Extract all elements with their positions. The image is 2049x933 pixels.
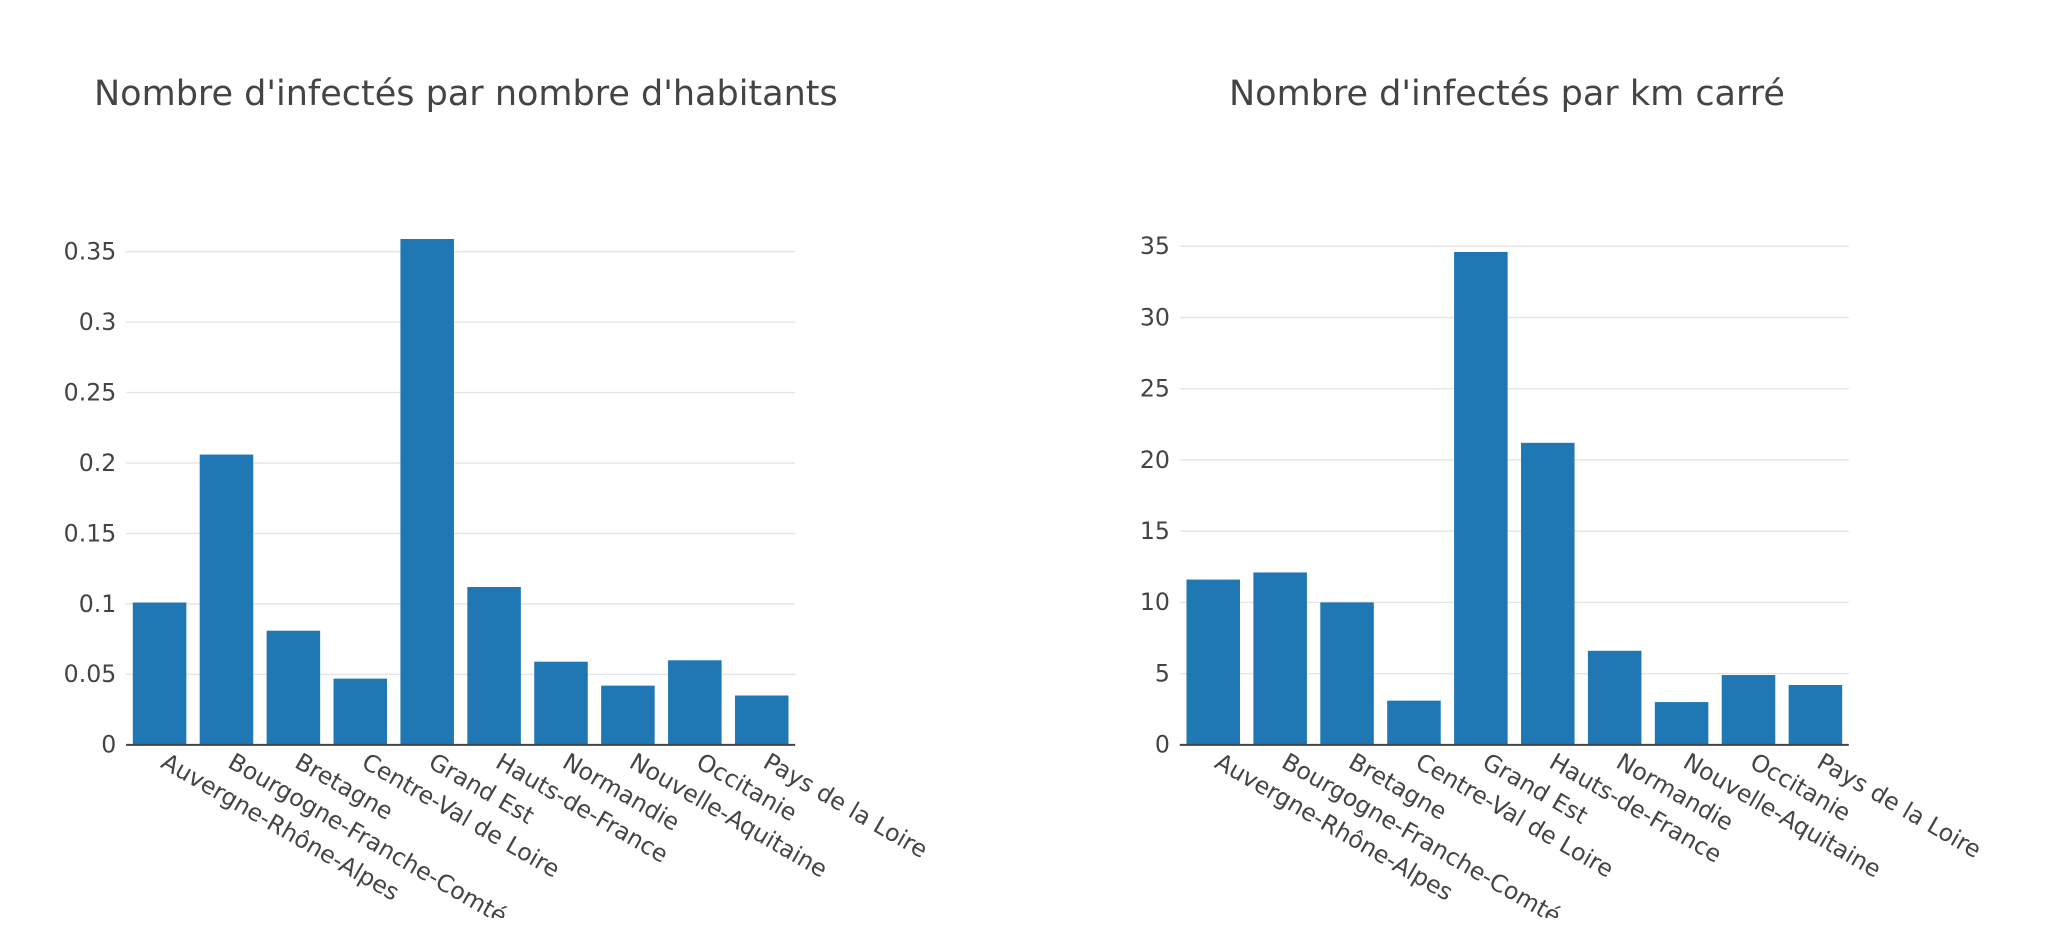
bar-nouvelle-aquitaine-habitants[interactable] — [601, 685, 655, 745]
bar-grand-est-habitants[interactable] — [400, 238, 454, 745]
y-tick-label-km-carre: 0 — [1155, 731, 1170, 759]
bar-hauts-de-france-habitants[interactable] — [467, 587, 521, 745]
y-tick-label-km-carre: 25 — [1140, 375, 1170, 403]
y-tick-label-habitants: 0.05 — [64, 660, 117, 688]
bar-occitanie-habitants[interactable] — [668, 660, 722, 745]
chart-title-habitants: Nombre d'infectés par nombre d'habitants — [94, 74, 838, 114]
bar-bretagne-km-carre[interactable] — [1320, 602, 1374, 745]
bar-pays-de-la-loire-km-carre[interactable] — [1788, 684, 1843, 745]
y-tick-label-habitants: 0.35 — [64, 238, 117, 266]
bar-bourgogne-franche-comte-km-carre[interactable] — [1253, 572, 1307, 745]
bar-normandie-km-carre[interactable] — [1587, 650, 1642, 745]
bar-bretagne-habitants[interactable] — [266, 630, 321, 745]
y-tick-label-km-carre: 20 — [1140, 446, 1170, 474]
bar-occitanie-km-carre[interactable] — [1721, 675, 1776, 745]
y-tick-label-km-carre: 10 — [1140, 588, 1170, 616]
bar-centre-val-de-loire-habitants[interactable] — [333, 678, 388, 745]
bar-auvergne-rhone-alpes-habitants[interactable] — [132, 602, 187, 745]
y-tick-label-habitants: 0.1 — [79, 590, 117, 618]
bar-bourgogne-franche-comte-habitants[interactable] — [199, 454, 254, 745]
y-tick-label-km-carre: 35 — [1140, 232, 1170, 260]
chart-title-km-carre: Nombre d'infectés par km carré — [1229, 74, 1785, 114]
bar-normandie-habitants[interactable] — [534, 661, 588, 745]
bar-auvergne-rhone-alpes-km-carre[interactable] — [1186, 579, 1241, 745]
bar-centre-val-de-loire-km-carre[interactable] — [1387, 700, 1441, 745]
bar-grand-est-km-carre[interactable] — [1454, 251, 1508, 745]
bar-pays-de-la-loire-habitants[interactable] — [734, 695, 789, 745]
y-tick-label-habitants: 0 — [101, 731, 116, 759]
y-tick-label-km-carre: 15 — [1140, 517, 1170, 545]
y-tick-label-km-carre: 5 — [1155, 659, 1170, 687]
y-tick-label-habitants: 0.25 — [64, 378, 117, 406]
y-tick-label-habitants: 0.3 — [79, 308, 117, 336]
y-tick-label-km-carre: 30 — [1140, 303, 1170, 331]
bar-chart-km-carre: 05101520253035Auvergne-Rhône-AlpesBourgo… — [1140, 232, 1986, 918]
bar-hauts-de-france-km-carre[interactable] — [1521, 442, 1575, 745]
bar-chart-habitants: 00.050.10.150.20.250.30.35Auvergne-Rhône… — [64, 238, 933, 918]
y-tick-label-habitants: 0.2 — [79, 449, 117, 477]
y-tick-label-habitants: 0.15 — [64, 519, 117, 547]
bar-nouvelle-aquitaine-km-carre[interactable] — [1654, 702, 1709, 745]
